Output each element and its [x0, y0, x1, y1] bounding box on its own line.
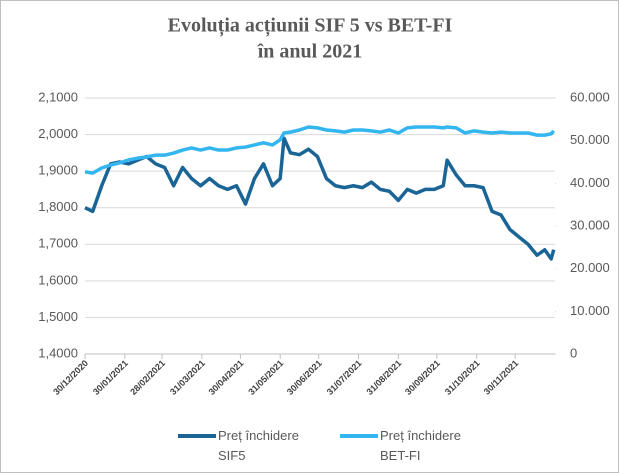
y2-tick-label: 10.000	[570, 303, 610, 318]
legend-swatch	[340, 434, 378, 438]
y2-tick-label: 50.000	[570, 132, 610, 147]
y2-tick-label: 30.000	[570, 217, 610, 232]
y2-tick-label: 0	[570, 345, 577, 360]
y2-tick-label: 60.000	[570, 89, 610, 104]
legend-label: Preț închidere SIF5	[218, 428, 299, 463]
y2-tick-label: 20.000	[570, 260, 610, 275]
y2-tick-label: 40.000	[570, 175, 610, 190]
y-tick-label: 1,4000	[38, 345, 78, 360]
series-line	[84, 136, 556, 261]
legend-label: Preț închidere BET-FI	[380, 428, 461, 463]
chart-title: Evoluția acțiunii SIF 5 vs BET-FI	[168, 15, 453, 38]
chart-subtitle: în anul 2021	[257, 41, 362, 63]
legend-swatch	[178, 434, 216, 438]
legend-item: Preț închidere SIF5	[178, 426, 318, 466]
series-line	[84, 125, 556, 175]
y-tick-label: 1,8000	[38, 199, 78, 214]
legend-item: Preț închidere BET-FI	[340, 426, 480, 466]
y-tick-label: 2,0000	[38, 126, 78, 141]
y-tick-label: 1,9000	[38, 163, 78, 178]
y-tick-label: 1,6000	[38, 272, 78, 287]
y-tick-label: 1,7000	[38, 236, 78, 251]
y-tick-label: 2,1000	[38, 89, 78, 104]
y-tick-label: 1,5000	[38, 309, 78, 324]
